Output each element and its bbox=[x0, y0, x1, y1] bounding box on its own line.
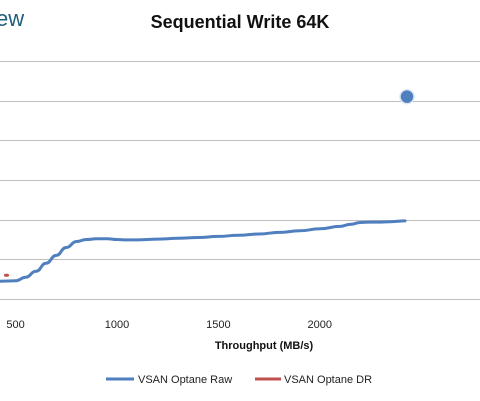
data-point-marker bbox=[399, 88, 415, 105]
logo-text: ew bbox=[0, 6, 25, 31]
x-tick-label: 1000 bbox=[105, 319, 129, 331]
chart-title: Sequential Write 64K bbox=[150, 12, 330, 32]
series-line-0 bbox=[0, 219, 407, 283]
series-lines bbox=[0, 88, 415, 283]
x-axis-ticks: 500 1000 1500 2000 bbox=[6, 319, 332, 331]
x-tick-label: 1500 bbox=[206, 319, 230, 331]
gridlines bbox=[0, 61, 480, 300]
legend: VSAN Optane Raw VSAN Optane DR bbox=[106, 374, 372, 386]
x-tick-label: 500 bbox=[6, 319, 24, 331]
x-tick-label: 2000 bbox=[308, 319, 332, 331]
legend-label-1: VSAN Optane DR bbox=[284, 374, 372, 386]
legend-label-0: VSAN Optane Raw bbox=[138, 374, 232, 386]
x-axis-label: Throughput (MB/s) bbox=[215, 340, 314, 352]
